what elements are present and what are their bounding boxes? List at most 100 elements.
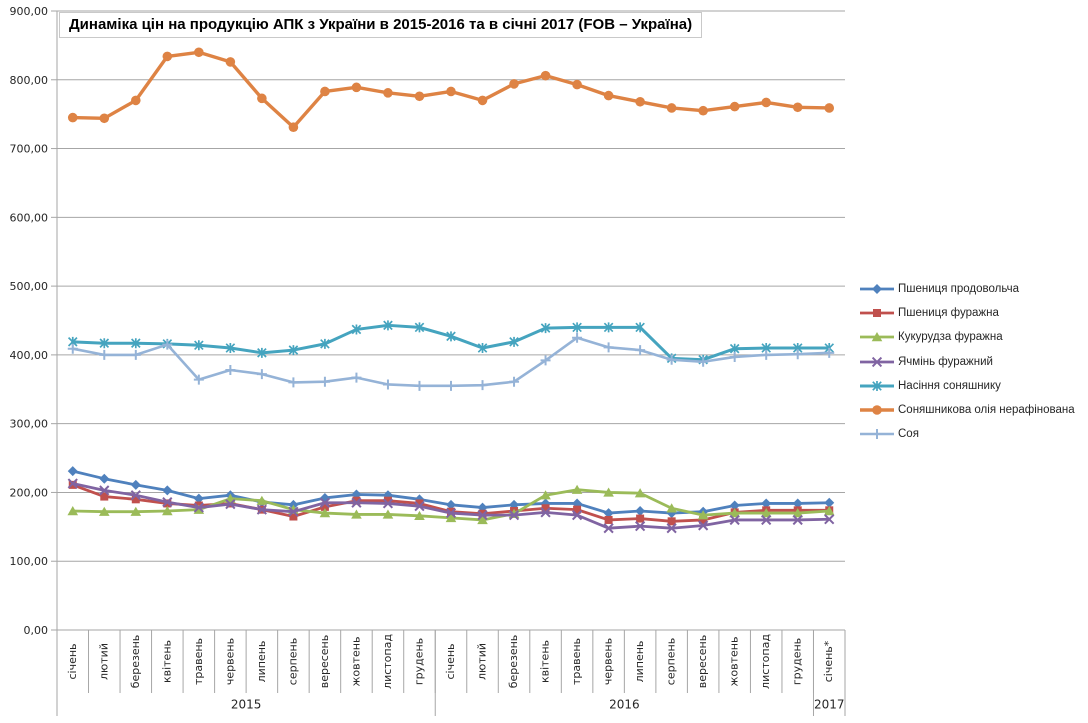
series-6-point xyxy=(729,351,740,362)
series-4-point xyxy=(351,324,362,335)
y-axis-label: 900,00 xyxy=(10,5,49,18)
series-3-point xyxy=(508,510,520,521)
y-axis-label: 300,00 xyxy=(10,418,49,431)
series-6-point xyxy=(572,332,583,343)
chart-legend: Пшениця продовольча Пшениця фуражна Кукуру… xyxy=(860,277,1075,446)
series-1-point xyxy=(636,514,645,523)
series-6-point xyxy=(130,349,141,360)
series-2-point xyxy=(256,495,268,505)
y-axis-label: 800,00 xyxy=(10,74,49,87)
series-3-point xyxy=(792,514,803,526)
series-3-point xyxy=(761,514,772,526)
legend-item-1: Пшениця фуражна xyxy=(860,301,1075,325)
series-4-point xyxy=(225,343,236,354)
series-3-point xyxy=(162,496,173,508)
series-1-point xyxy=(573,505,582,514)
legend-item-0: Пшениця продовольча xyxy=(860,277,1075,301)
series-5-point xyxy=(572,79,582,90)
x-axis-year-label: 2017 xyxy=(814,698,845,712)
legend-label: Ячмінь фуражний xyxy=(898,355,993,368)
x-axis-month-label: жовтень xyxy=(728,637,741,687)
x-axis-month-label: січень xyxy=(444,643,457,679)
legend-label: Пшениця продовольча xyxy=(898,283,1019,296)
series-4-point xyxy=(320,338,330,349)
series-6-point xyxy=(446,380,456,391)
series-5-point xyxy=(194,47,204,58)
series-6-point xyxy=(603,342,614,353)
series-4-point xyxy=(446,331,456,342)
series-5-point xyxy=(761,97,771,108)
series-3-point xyxy=(67,478,78,489)
series-4-point xyxy=(572,322,582,333)
series-4-point xyxy=(477,343,488,354)
legend-marker xyxy=(871,332,883,342)
legend-label: Насіння соняшнику xyxy=(898,379,1001,392)
series-3-point xyxy=(130,490,141,501)
series-6-point xyxy=(319,376,330,387)
series-2-point xyxy=(477,514,488,525)
x-axis-month-label: жовтень xyxy=(349,637,362,687)
series-5-point xyxy=(99,113,110,124)
series-4-point xyxy=(257,347,267,358)
series-1-point xyxy=(352,496,361,505)
legend-marker xyxy=(873,309,881,318)
series-2-point xyxy=(540,490,551,500)
series-3-point xyxy=(414,501,425,512)
series-6-point xyxy=(351,372,362,383)
legend-marker-x-icon xyxy=(860,356,894,367)
x-axis-month-label: грудень xyxy=(791,638,804,685)
legend-label: Соя xyxy=(898,428,919,441)
series-0-point xyxy=(162,485,173,496)
x-axis-month-label: серпень xyxy=(286,638,299,685)
series-6-point xyxy=(99,349,110,360)
series-2-point xyxy=(98,506,110,516)
series-1-point xyxy=(667,517,676,526)
series-6-point xyxy=(256,369,267,380)
x-axis-month-label: серпень xyxy=(665,638,678,685)
series-3-point xyxy=(351,497,362,508)
legend-marker-diamond-icon xyxy=(860,284,894,295)
series-2-point xyxy=(792,508,804,518)
series-4-point xyxy=(603,322,614,333)
series-0-point xyxy=(130,479,141,490)
legend-marker-star-icon xyxy=(860,380,894,391)
series-5-point xyxy=(446,86,456,97)
x-axis-month-label: лютий xyxy=(476,643,489,680)
series-0-point xyxy=(761,498,772,509)
series-4-point xyxy=(383,320,393,331)
series-2-point xyxy=(634,488,646,498)
y-axis-label: 100,00 xyxy=(10,555,49,568)
x-axis-month-label: травень xyxy=(192,638,205,685)
legend-item-5: Соняшникова олія нерафінована xyxy=(860,398,1075,422)
y-axis-label: 700,00 xyxy=(10,143,49,156)
x-axis-month-label: лютий xyxy=(97,643,110,680)
x-axis-month-label: липень xyxy=(633,641,646,683)
legend-item-2: Кукурудза фуражна xyxy=(860,325,1075,349)
series-5-point xyxy=(257,93,267,104)
series-0-point xyxy=(729,500,740,511)
series-6-point xyxy=(540,355,551,366)
series-3-point xyxy=(477,510,488,521)
series-4-point xyxy=(99,338,110,349)
series-5-point xyxy=(351,82,362,93)
series-5-point xyxy=(509,79,519,89)
series-1-point xyxy=(131,495,140,504)
legend-marker xyxy=(871,356,883,367)
series-5-point xyxy=(824,103,835,113)
series-0-point xyxy=(824,497,835,508)
series-4-point xyxy=(509,336,519,347)
series-0-point xyxy=(603,508,614,519)
series-6-point xyxy=(193,374,204,385)
x-axis-month-label: травень xyxy=(570,638,583,685)
series-5-point xyxy=(131,95,141,106)
series-6-point xyxy=(414,380,425,391)
series-6-point xyxy=(509,376,520,387)
legend-marker xyxy=(872,284,882,295)
series-2-point xyxy=(823,506,835,516)
series-1-point xyxy=(100,492,109,501)
series-2-point xyxy=(319,508,331,518)
legend-marker-square-icon xyxy=(860,309,894,318)
legend-marker-triangle-icon xyxy=(860,332,894,342)
